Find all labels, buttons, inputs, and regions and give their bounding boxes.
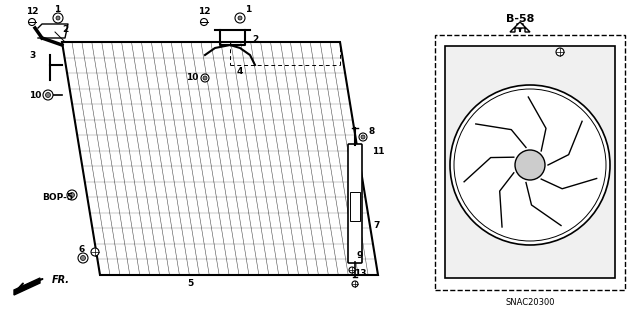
Circle shape [359, 133, 367, 141]
Text: 10: 10 [186, 73, 198, 83]
Text: 2: 2 [62, 26, 68, 34]
Circle shape [238, 16, 242, 20]
Circle shape [43, 90, 53, 100]
Bar [445, 46, 615, 278]
Circle shape [556, 48, 564, 56]
Circle shape [450, 85, 610, 245]
Text: FR.: FR. [52, 275, 70, 285]
Text: BOP-5: BOP-5 [42, 193, 73, 202]
Bar [350, 192, 360, 221]
Text: 2: 2 [252, 35, 258, 44]
Circle shape [515, 150, 545, 180]
Text: 4: 4 [237, 68, 243, 77]
Text: 8: 8 [369, 128, 375, 137]
Circle shape [78, 253, 88, 263]
Circle shape [45, 93, 51, 98]
Text: 6: 6 [79, 246, 85, 255]
Text: 5: 5 [187, 279, 193, 288]
Circle shape [235, 13, 245, 23]
Circle shape [56, 16, 60, 20]
Circle shape [67, 190, 77, 200]
Circle shape [53, 13, 63, 23]
Circle shape [203, 76, 207, 80]
Text: 12: 12 [198, 8, 211, 17]
Text: 7: 7 [374, 220, 380, 229]
Text: 9: 9 [357, 250, 363, 259]
Text: B-58: B-58 [506, 14, 534, 24]
Polygon shape [14, 278, 40, 295]
Circle shape [91, 248, 99, 256]
Circle shape [29, 19, 35, 26]
Bar [435, 35, 625, 290]
Circle shape [361, 135, 365, 139]
Polygon shape [510, 22, 530, 32]
Text: 1: 1 [54, 5, 60, 14]
Text: 3: 3 [29, 50, 35, 60]
Text: 11: 11 [372, 147, 384, 157]
FancyBboxPatch shape [348, 144, 362, 263]
Text: 10: 10 [29, 91, 41, 100]
Circle shape [200, 19, 207, 26]
Circle shape [81, 256, 86, 261]
Text: SNAC20300: SNAC20300 [505, 298, 555, 307]
Circle shape [349, 267, 355, 273]
Circle shape [201, 74, 209, 82]
Text: 13: 13 [354, 269, 366, 278]
Circle shape [70, 192, 74, 197]
Text: 12: 12 [26, 8, 38, 17]
Text: 1: 1 [245, 5, 251, 14]
Circle shape [352, 281, 358, 287]
